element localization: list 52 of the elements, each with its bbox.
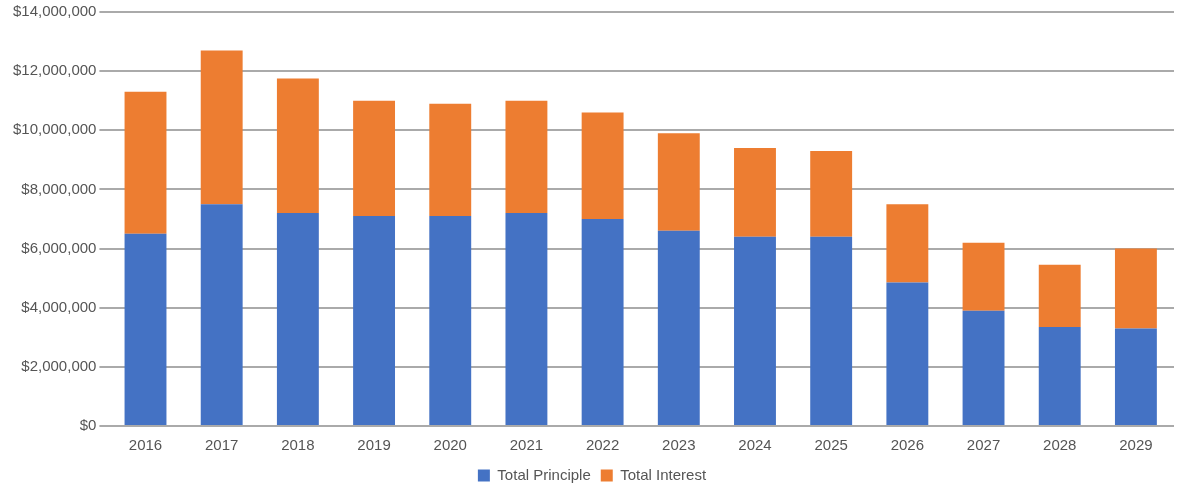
bar (429, 103, 472, 217)
bar (200, 50, 243, 205)
x-tick-label: 2018 (281, 436, 315, 454)
x-tick-label: 2024 (738, 436, 772, 454)
bar (1114, 328, 1157, 425)
bar (124, 233, 167, 425)
y-tick-label: $6,000,000 (21, 238, 97, 256)
bar (429, 216, 472, 425)
y-tick-label: $10,000,000 (12, 120, 97, 138)
x-tick-label: 2020 (433, 436, 467, 454)
bar (962, 310, 1005, 425)
y-tick-label: $14,000,000 (12, 2, 97, 20)
bar (581, 219, 624, 425)
bar (886, 282, 929, 425)
bar (734, 236, 776, 425)
y-tick-label: $0 (79, 416, 97, 434)
bar (657, 230, 700, 425)
x-tick-label: 2022 (585, 436, 620, 454)
bar (276, 213, 319, 425)
x-tick-label: 2017 (205, 436, 239, 454)
x-tick-label: 2029 (1119, 436, 1153, 454)
bar (810, 236, 853, 425)
bar (1038, 326, 1081, 425)
legend-label: Total Interest (620, 465, 707, 483)
bar (124, 91, 167, 234)
x-tick-label: 2023 (662, 436, 696, 454)
bar (353, 100, 396, 217)
y-tick-label: $12,000,000 (12, 61, 97, 79)
legend-label: Total Principle (497, 465, 591, 483)
bar (581, 112, 624, 219)
bar (1114, 248, 1157, 329)
bar (734, 148, 776, 237)
y-tick-label: $8,000,000 (21, 179, 97, 197)
bar (962, 242, 1005, 311)
bar (505, 213, 548, 425)
x-tick-label: 2028 (1043, 436, 1077, 454)
y-tick-label: $2,000,000 (21, 357, 97, 374)
y-tick-label: $4,000,000 (21, 297, 97, 315)
bar (353, 216, 396, 425)
bar (276, 78, 319, 214)
bar (810, 150, 853, 237)
x-tick-label: 2021 (509, 436, 544, 454)
bar (886, 204, 929, 283)
bar (200, 204, 243, 425)
x-tick-label: 2027 (966, 436, 1001, 454)
bar (505, 100, 548, 214)
x-tick-label: 2026 (890, 436, 925, 454)
x-tick-label: 2025 (814, 436, 848, 454)
x-tick-label: 2016 (128, 436, 163, 454)
x-tick-label: 2019 (357, 436, 391, 454)
bar (657, 133, 700, 231)
bar (1038, 264, 1081, 327)
